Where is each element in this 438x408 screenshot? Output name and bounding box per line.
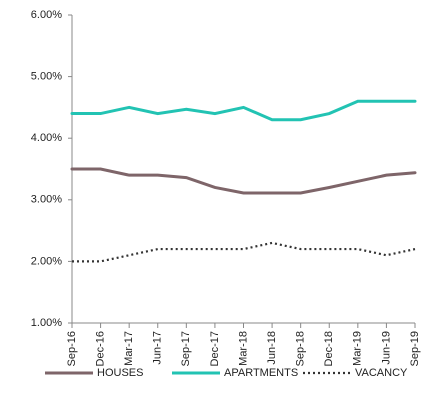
x-tick-label: Jun-18 (266, 331, 278, 365)
x-tick-label: Dec-16 (94, 331, 106, 366)
legend-label: VACANCY (355, 367, 408, 379)
legend-label: HOUSES (97, 367, 143, 379)
y-tick-label: 5.00% (31, 71, 62, 83)
x-tick-label: Jun-17 (152, 331, 164, 365)
x-tick-label: Sep-19 (409, 331, 421, 366)
x-tick-label: Sep-17 (180, 331, 192, 366)
x-tick-label: Jun-19 (380, 331, 392, 365)
series-line (70, 167, 417, 195)
x-tick-label: Sep-16 (66, 331, 78, 366)
x-tick-label: Mar-18 (237, 331, 249, 366)
y-tick-label: 6.00% (31, 9, 62, 21)
series-line (70, 99, 417, 122)
x-tick-label: Mar-19 (352, 331, 364, 366)
x-tick-label: Mar-17 (123, 331, 135, 366)
series-line (72, 241, 416, 263)
y-tick-label: 3.00% (31, 194, 62, 206)
y-tick-label: 1.00% (31, 317, 62, 329)
x-tick-label: Sep-18 (295, 331, 307, 366)
y-tick-label: 4.00% (31, 132, 62, 144)
x-tick-label: Dec-18 (323, 331, 335, 366)
legend-label: APARTMENTS (224, 367, 298, 379)
x-tick-label: Dec-17 (209, 331, 221, 366)
y-tick-label: 2.00% (31, 255, 62, 267)
